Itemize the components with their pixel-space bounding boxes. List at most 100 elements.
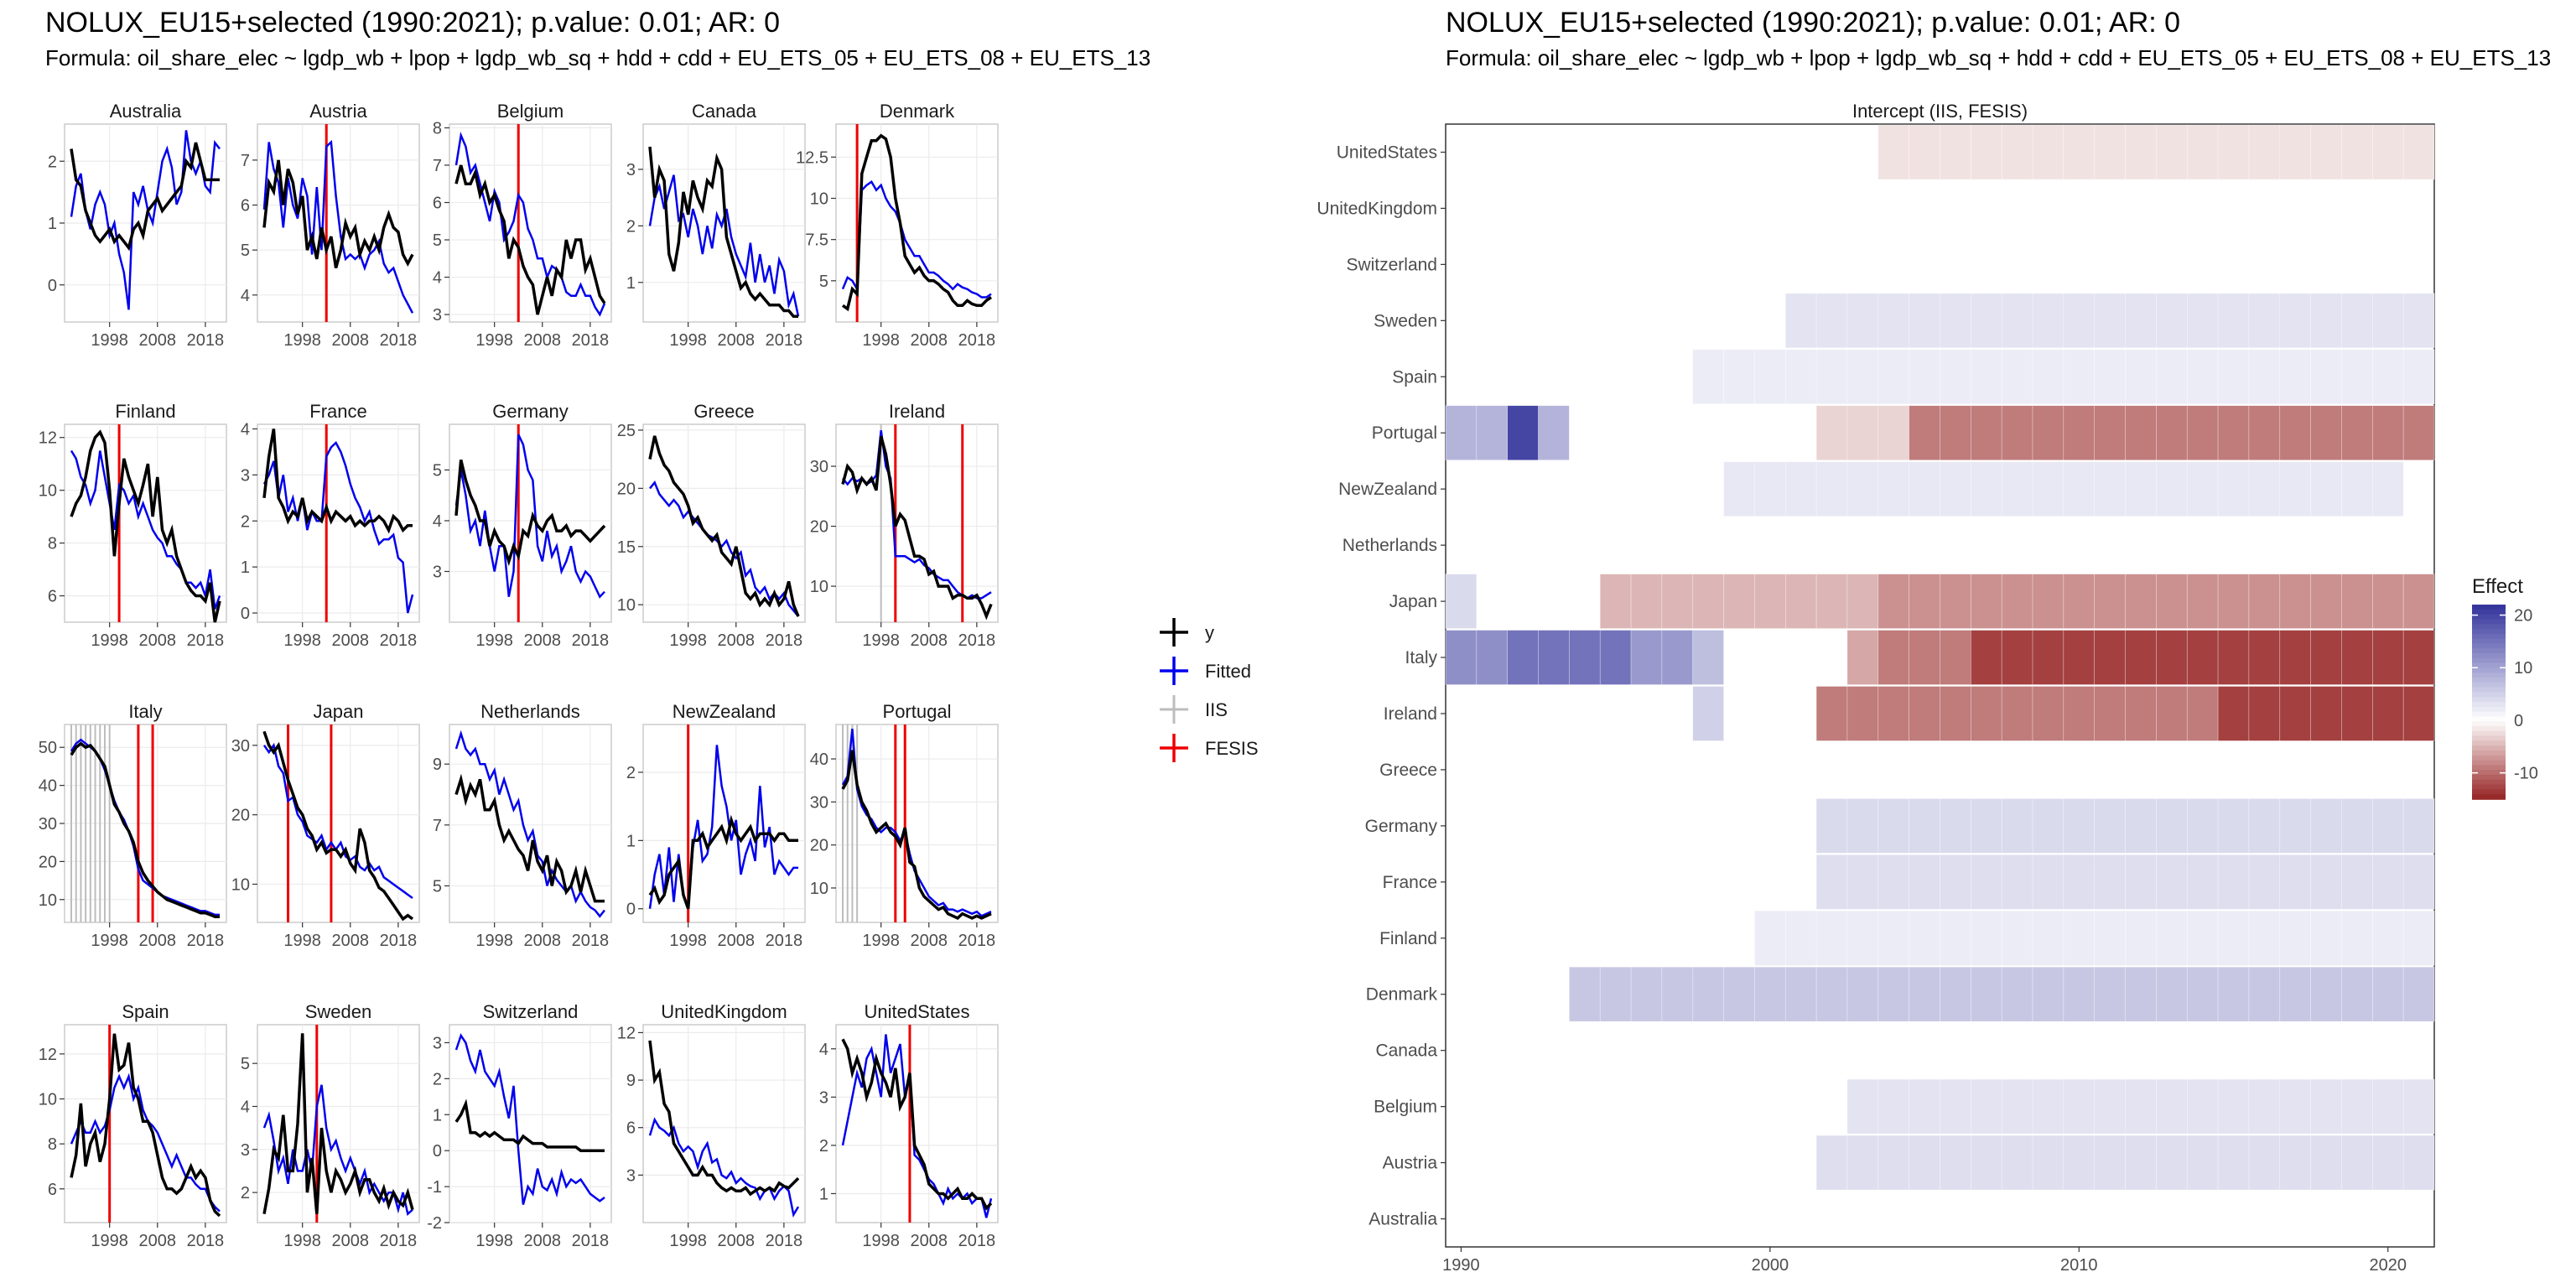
heatmap-cell-italy	[1630, 630, 1663, 685]
heatmap-country-label: Italy	[1405, 648, 1437, 667]
panel-strip-label: Spain	[122, 1001, 169, 1022]
fitted-series-line	[454, 730, 605, 918]
x-tick-label: 1998	[862, 631, 900, 650]
x-tick-label: 2018	[958, 932, 996, 950]
heatmap-country-label: Spain	[1392, 367, 1437, 387]
heatmap-cell-austria	[1909, 1135, 1940, 1191]
heatmap-cell-spain	[2372, 349, 2404, 405]
y-tick-label: 25	[617, 422, 636, 440]
heatmap-cell-ireland	[1971, 686, 2002, 741]
x-tick-label: 1998	[669, 331, 707, 350]
y-tick-label: 3	[626, 1166, 636, 1185]
colorbar-segment	[2472, 633, 2506, 640]
y-tick-label: 4	[241, 1098, 250, 1116]
heatmap-cell-denmark	[1692, 966, 1724, 1022]
heatmap-country-label: Belgium	[1374, 1098, 1437, 1117]
colorbar-segment	[2472, 697, 2506, 703]
colorbar-segment	[2472, 789, 2506, 795]
heatmap-cell-portugal	[2248, 405, 2281, 460]
heatmap-cell-italy	[1692, 630, 1724, 685]
panel-background	[64, 1024, 227, 1223]
y-tick-label: 5	[241, 242, 250, 260]
heatmap-cell-ireland	[2094, 686, 2126, 741]
colorbar-segment	[2472, 755, 2506, 761]
heatmap-cell-spain	[2310, 349, 2342, 405]
x-tick-label: 1998	[91, 1232, 128, 1250]
panel-background	[642, 724, 806, 923]
heatmap-cell-france	[2032, 854, 2064, 910]
x-tick-label: 2018	[380, 631, 418, 650]
heatmap-cell-japan	[2063, 574, 2096, 629]
heatmap-cell-spain	[2156, 349, 2188, 405]
heatmap-cell-denmark	[2001, 966, 2033, 1022]
heatmap-cell-japan	[1877, 574, 1909, 629]
heatmap-cell-portugal	[2032, 405, 2064, 460]
heatmap-cell-denmark	[1971, 966, 2002, 1022]
heatmap-cell-finland	[2125, 911, 2157, 966]
heatmap-cell-belgium	[2125, 1078, 2157, 1135]
y-tick-label: 2	[241, 1184, 250, 1202]
heatmap-cell-japan	[1723, 574, 1755, 629]
heatmap-cell-belgium	[2341, 1078, 2373, 1135]
colorbar-segment	[2472, 609, 2506, 615]
heatmap-cell-austria	[2372, 1135, 2404, 1191]
y-tick-label: 30	[810, 793, 828, 812]
heatmap-cell-sweden	[2248, 293, 2281, 349]
heatmap-cell-portugal	[2372, 405, 2404, 460]
heatmap-cell-italy	[2063, 630, 2096, 685]
heatmap-cell-newzealand	[1971, 461, 2002, 517]
y-series-line	[454, 459, 606, 567]
heatmap-cell-austria	[1971, 1135, 2002, 1191]
heatmap-cell-unitedstates	[2341, 124, 2373, 180]
heatmap-cell-spain	[1784, 349, 1817, 405]
heatmap-cell-sweden	[2094, 293, 2126, 349]
x-tick-label: 2018	[187, 1232, 225, 1250]
y-tick-label: 6	[48, 588, 57, 606]
legend-label-fesis: FESIS	[1205, 738, 1259, 759]
colorbar-segment	[2472, 770, 2506, 776]
heatmap-cell-portugal	[2279, 405, 2311, 460]
colorbar-segment	[2472, 784, 2506, 791]
heatmap-country-label: Sweden	[1374, 311, 1437, 330]
y-tick-label: 3	[241, 466, 250, 485]
heatmap-cell-finland	[2094, 911, 2126, 966]
fitted-series-line	[262, 1084, 413, 1217]
heatmap-cell-spain	[2279, 349, 2311, 405]
panel-strip-label: Belgium	[497, 101, 564, 122]
colorbar-segment	[2472, 643, 2506, 649]
heatmap-cell-germany	[2186, 798, 2219, 854]
heatmap-cell-italy	[1507, 630, 1539, 685]
heatmap-cell-germany	[2001, 798, 2033, 854]
y-tick-label: 3	[626, 161, 636, 179]
heatmap-cell-finland	[2372, 911, 2404, 966]
heatmap-cell-ireland	[1692, 686, 1724, 741]
heatmap-cell-spain	[2217, 349, 2250, 405]
heatmap-cell-italy	[1846, 630, 1879, 685]
heatmap-cell-japan	[1599, 574, 1632, 629]
heatmap-cell-unitedstates	[2279, 124, 2311, 180]
heatmap-cell-newzealand	[1940, 461, 1971, 517]
panel-strip-label: Netherlands	[480, 701, 580, 722]
heatmap-cell-sweden	[2063, 293, 2096, 349]
heatmap-cell-austria	[2094, 1135, 2126, 1191]
heatmap-cell-denmark	[2063, 966, 2096, 1022]
heatmap-cell-finland	[2032, 911, 2064, 966]
colorbar-tick-label: -10	[2514, 765, 2538, 783]
heatmap-cell-spain	[2248, 349, 2281, 405]
heatmap-cell-sweden	[2032, 293, 2064, 349]
heatmap-cell-ireland	[2063, 686, 2096, 741]
heatmap-cell-portugal	[2063, 405, 2096, 460]
heatmap-cell-belgium	[2402, 1078, 2435, 1135]
heatmap-cell-austria	[2402, 1135, 2435, 1191]
heatmap-cell-austria	[2186, 1135, 2219, 1191]
heatmap-cell-unitedstates	[2063, 124, 2096, 180]
heatmap-cell-belgium	[2279, 1078, 2311, 1135]
heatmap-cell-austria	[2125, 1135, 2157, 1191]
panel-greece: Greece 10 15 20 25 1998 2008 2018	[617, 401, 806, 650]
y-tick-label: 5	[819, 273, 828, 291]
y-tick-label: 6	[626, 1119, 636, 1138]
heatmap-cell-portugal	[1877, 405, 1909, 460]
heatmap-cell-spain	[2063, 349, 2096, 405]
heatmap-cell-sweden	[2001, 293, 2033, 349]
heatmap-cell-austria	[2341, 1135, 2373, 1191]
